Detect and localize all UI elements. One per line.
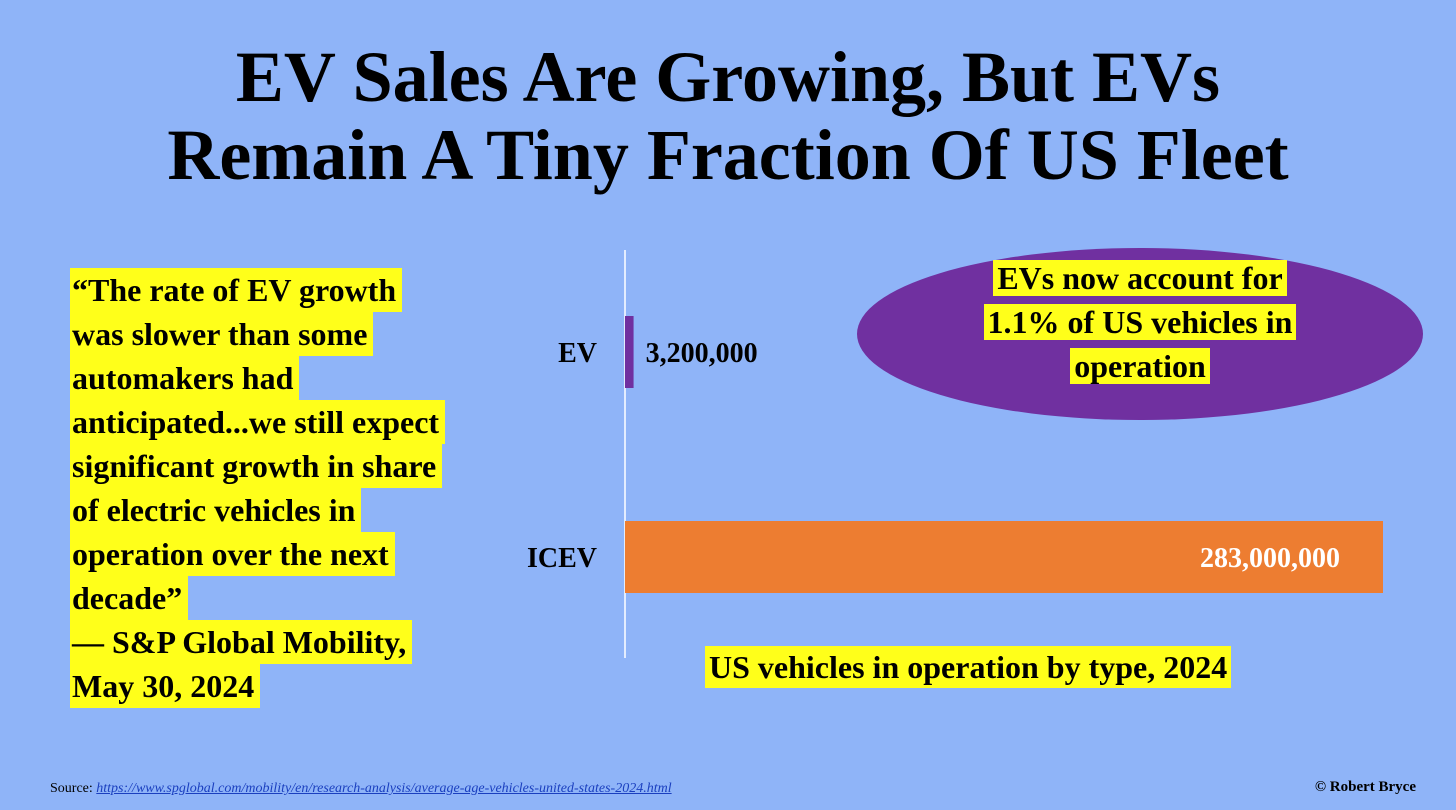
- data-label-icev: 283,000,000: [1200, 543, 1340, 574]
- quote-line: significant growth in share: [70, 444, 443, 488]
- source-label: Source: [50, 781, 89, 796]
- title-line-1: EV Sales Are Growing, But EVs: [235, 37, 1221, 117]
- copyright: © Robert Bryce: [1314, 779, 1416, 795]
- quote-line: decade”: [70, 576, 189, 620]
- chart-caption: US vehicles in operation by type, 2024: [705, 646, 1232, 688]
- data-label-ev: 3,200,000: [646, 338, 758, 369]
- callout-line: EVs now account for: [993, 260, 1287, 296]
- quote-line: automakers had: [70, 356, 300, 400]
- page-title: EV Sales Are Growing, But EVs Remain A T…: [0, 38, 1456, 194]
- bar-ev: [625, 316, 634, 388]
- category-label-icev: ICEV: [527, 543, 597, 574]
- callout-line: operation: [1070, 348, 1210, 384]
- quote-line: of electric vehicles in: [70, 488, 362, 532]
- quote-line: “The rate of EV growth: [70, 268, 403, 312]
- category-label-ev: EV: [558, 338, 597, 369]
- quote-block: “The rate of EV growth was slower than s…: [70, 268, 540, 708]
- callout-text: EVs now account for 1.1% of US vehicles …: [900, 256, 1380, 388]
- bar-icev: [625, 521, 1383, 593]
- quote-line: operation over the next: [70, 532, 395, 576]
- callout-line: 1.1% of US vehicles in: [983, 304, 1297, 340]
- quote-line: was slower than some: [70, 312, 374, 356]
- source-note: Source: https://www.spglobal.com/mobilit…: [50, 781, 672, 796]
- source-link[interactable]: https://www.spglobal.com/mobility/en/res…: [96, 781, 672, 796]
- quote-date: May 30, 2024: [70, 664, 261, 708]
- quote-attribution: — S&P Global Mobility,: [70, 620, 413, 664]
- title-line-2: Remain A Tiny Fraction Of US Fleet: [167, 115, 1289, 195]
- quote-line: anticipated...we still expect: [70, 400, 446, 444]
